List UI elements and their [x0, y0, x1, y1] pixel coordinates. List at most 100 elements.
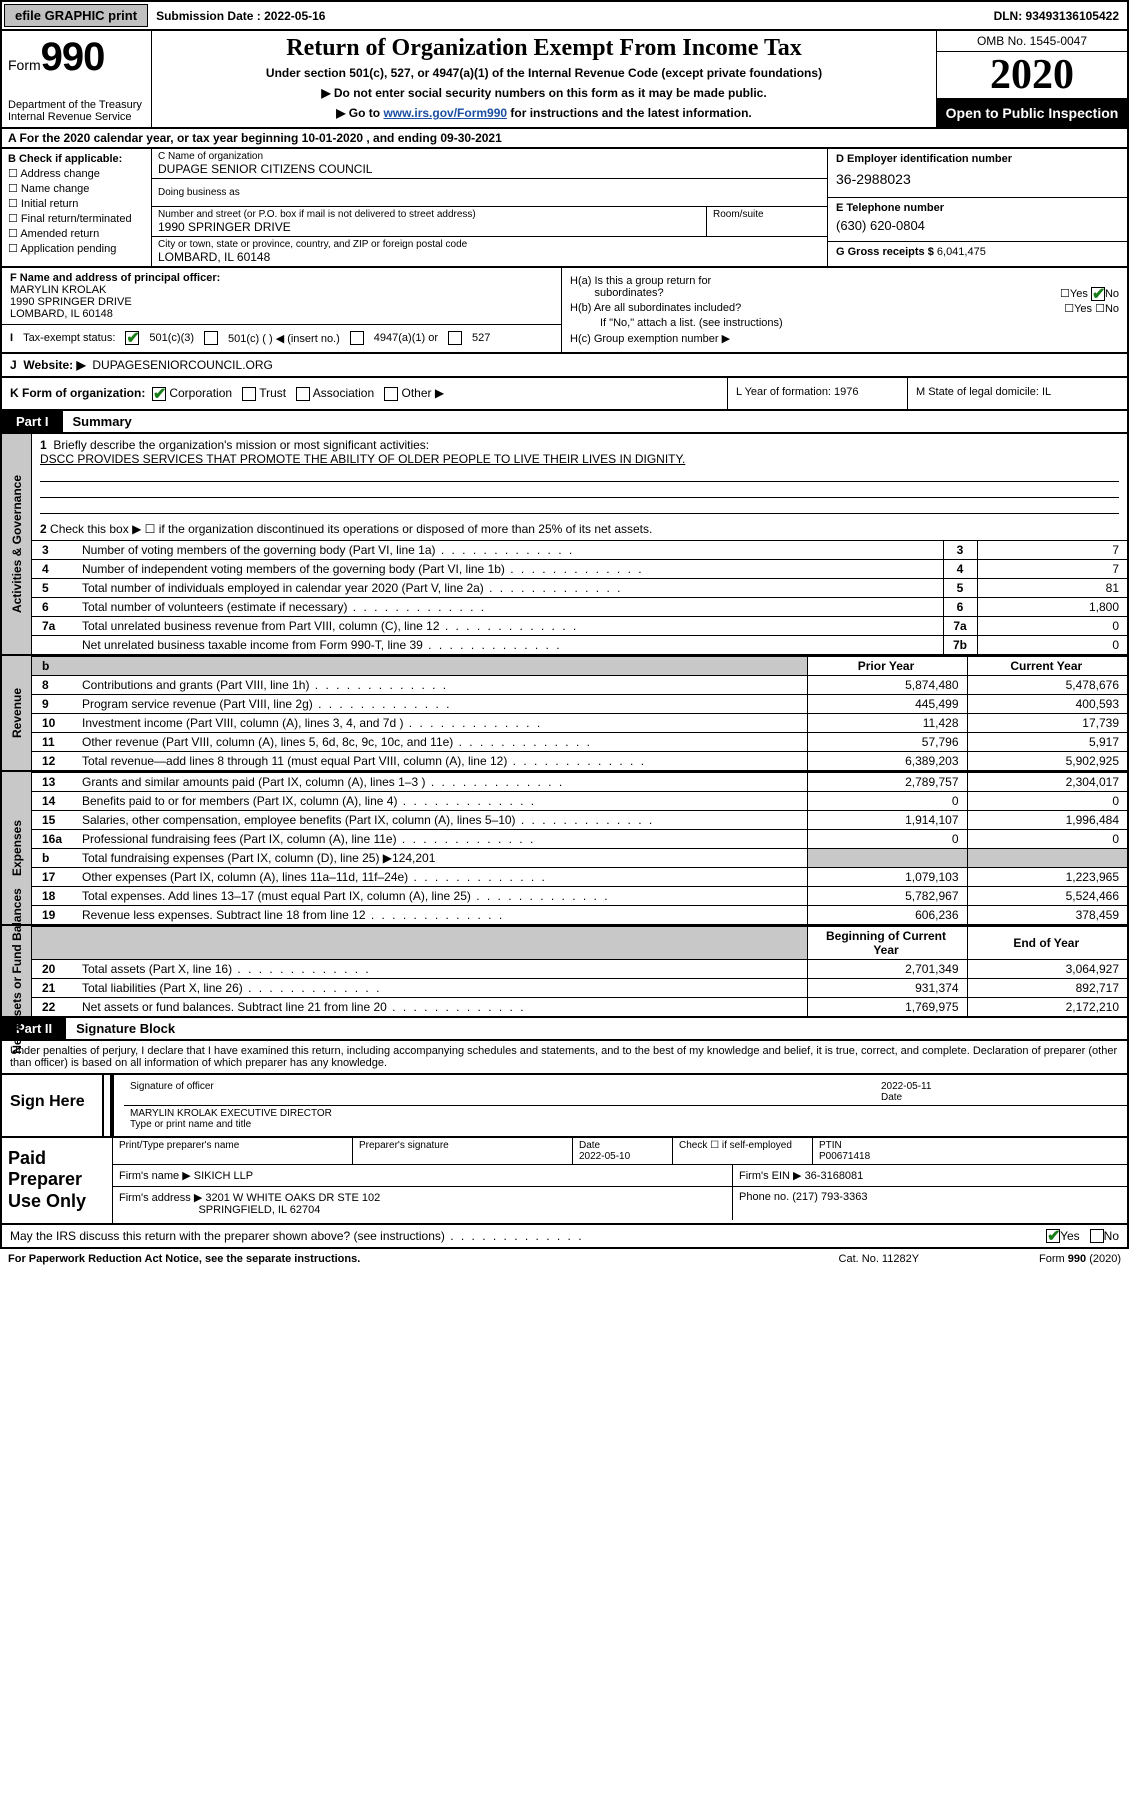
netassets-vlabel: Net Assets or Fund Balances: [2, 926, 32, 1016]
gov-text: Net unrelated business taxable income fr…: [76, 635, 943, 654]
gross-lbl: G Gross receipts $: [836, 246, 934, 258]
exp-table: 13 Grants and similar amounts paid (Part…: [32, 772, 1127, 924]
website-lbl: Website: ▶: [23, 358, 85, 372]
discuss-row: May the IRS discuss this return with the…: [0, 1225, 1129, 1250]
part-i-tab: Part I: [2, 411, 63, 432]
form-number: Form990: [8, 35, 145, 80]
paid-preparer-block: Paid Preparer Use Only Print/Type prepar…: [0, 1138, 1129, 1225]
chk-other[interactable]: [384, 387, 398, 401]
perjury-text: Under penalties of perjury, I declare th…: [0, 1041, 1129, 1075]
net-curr: 2,172,210: [967, 997, 1127, 1016]
chk-pending[interactable]: ☐ Application pending: [8, 242, 145, 255]
org-name-box: C Name of organization DUPAGE SENIOR CIT…: [152, 149, 827, 179]
rev-hdr-row: b Prior Year Current Year: [32, 656, 1127, 675]
city-val: LOMBARD, IL 60148: [158, 250, 821, 264]
rev-text: Program service revenue (Part VIII, line…: [76, 694, 807, 713]
gov-val: 7: [977, 559, 1127, 578]
revenue-body: b Prior Year Current Year 8 Contribution…: [32, 656, 1127, 770]
rev-row: 11 Other revenue (Part VIII, column (A),…: [32, 732, 1127, 751]
exp-prior: 606,236: [807, 905, 967, 924]
gov-row: 4 Number of independent voting members o…: [32, 559, 1127, 578]
netassets-body: Beginning of Current Year End of Year 20…: [32, 926, 1127, 1016]
gov-val: 0: [977, 635, 1127, 654]
rev-curr: 17,739: [967, 713, 1127, 732]
goto-post: for instructions and the latest informat…: [507, 106, 752, 120]
exp-curr: 1,996,484: [967, 810, 1127, 829]
net-prior: 2,701,349: [807, 959, 967, 978]
exp-lineno: 19: [32, 905, 76, 924]
irs-link[interactable]: www.irs.gov/Form990: [383, 106, 507, 120]
k-left: K Form of organization: Corporation Trus…: [2, 378, 727, 409]
sig-name-line: MARYLIN KROLAK EXECUTIVE DIRECTOR Type o…: [124, 1106, 1127, 1132]
chk-trust[interactable]: [242, 387, 256, 401]
phone-val: (217) 793-3363: [792, 1191, 867, 1203]
ha-no[interactable]: [1091, 287, 1105, 301]
501c3-lbl: 501(c)(3): [149, 332, 194, 344]
chk-name[interactable]: ☐ Name change: [8, 182, 145, 195]
h-a: H(a) Is this a group return for subordin…: [570, 275, 1119, 299]
footer: For Paperwork Reduction Act Notice, see …: [0, 1249, 1129, 1269]
k-l-year: L Year of formation: 1976: [727, 378, 907, 409]
exp-curr: 2,304,017: [967, 772, 1127, 791]
form-subtitle: Under section 501(c), 527, or 4947(a)(1)…: [162, 66, 926, 80]
uline3: [40, 500, 1119, 514]
chk-501c3[interactable]: [125, 331, 139, 345]
net-prior: 1,769,975: [807, 997, 967, 1016]
discuss-yes[interactable]: [1046, 1229, 1060, 1243]
exp-text: Benefits paid to or for members (Part IX…: [76, 791, 807, 810]
discuss-q: May the IRS discuss this return with the…: [10, 1229, 1046, 1244]
gov-row: 5 Total number of individuals employed i…: [32, 578, 1127, 597]
prep-sig-hdr: Preparer's signature: [353, 1138, 573, 1164]
net-curr: 892,717: [967, 978, 1127, 997]
k-m-state: M State of legal domicile: IL: [907, 378, 1127, 409]
rev-row: 9 Program service revenue (Part VIII, li…: [32, 694, 1127, 713]
net-row: 22 Net assets or fund balances. Subtract…: [32, 997, 1127, 1016]
exp-lineno: 13: [32, 772, 76, 791]
gov-key: 7a: [943, 616, 977, 635]
paid-row3: Firm's address ▶ 3201 W WHITE OAKS DR ST…: [113, 1187, 1127, 1220]
exp-text: Salaries, other compensation, employee b…: [76, 810, 807, 829]
ssn-note: ▶ Do not enter social security numbers o…: [162, 86, 926, 100]
h-b: H(b) Are all subordinates included? ☐Yes…: [570, 302, 1119, 314]
gov-key: 7b: [943, 635, 977, 654]
exp-curr: 0: [967, 829, 1127, 848]
rev-curr: 400,593: [967, 694, 1127, 713]
exp-row: 16a Professional fundraising fees (Part …: [32, 829, 1127, 848]
firm-addr2: SPRINGFIELD, IL 62704: [198, 1204, 320, 1216]
efile-print-button[interactable]: efile GRAPHIC print: [4, 4, 148, 27]
gov-lineno: 7a: [32, 616, 76, 635]
goto-pre: ▶ Go to: [336, 106, 383, 120]
exp-prior: 1,914,107: [807, 810, 967, 829]
chk-corp[interactable]: [152, 387, 166, 401]
chk-501c[interactable]: [204, 331, 218, 345]
dln: DLN: 93493136105422: [994, 9, 1127, 23]
net-text: Total liabilities (Part X, line 26): [76, 978, 807, 997]
tel-val: (630) 620-0804: [836, 214, 1119, 237]
rev-text: Contributions and grants (Part VIII, lin…: [76, 675, 807, 694]
net-prior: 931,374: [807, 978, 967, 997]
chk-assoc[interactable]: [296, 387, 310, 401]
chk-4947[interactable]: [350, 331, 364, 345]
rev-lineno: 8: [32, 675, 76, 694]
net-text: Net assets or fund balances. Subtract li…: [76, 997, 807, 1016]
chk-amended[interactable]: ☐ Amended return: [8, 227, 145, 240]
ha-lbl: H(a) Is this a group return for: [570, 275, 711, 287]
rev-lineno: 10: [32, 713, 76, 732]
h-b-note: If "No," attach a list. (see instruction…: [570, 317, 1119, 329]
q1-num: 1: [40, 438, 47, 452]
gov-table: 3 Number of voting members of the govern…: [32, 540, 1127, 654]
exp-text: Total fundraising expenses (Part IX, col…: [76, 848, 807, 867]
chk-initial[interactable]: ☐ Initial return: [8, 197, 145, 210]
ein-val: 36-2988023: [836, 165, 1119, 193]
chk-527[interactable]: [448, 331, 462, 345]
chk-final[interactable]: ☐ Final return/terminated: [8, 212, 145, 225]
firm-name-cell: Firm's name ▶ SIKICH LLP: [113, 1165, 733, 1186]
chk-address[interactable]: ☐ Address change: [8, 167, 145, 180]
prep-ptin-hdr: PTINP00671418: [813, 1138, 1127, 1164]
discuss-no[interactable]: [1090, 1229, 1104, 1243]
footer-mid: Cat. No. 11282Y: [839, 1253, 920, 1265]
sig-officer-line: Signature of officer 2022-05-11 Date: [124, 1079, 1127, 1106]
uline2: [40, 484, 1119, 498]
other-lbl: Other ▶: [402, 386, 445, 400]
exp-text: Revenue less expenses. Subtract line 18 …: [76, 905, 807, 924]
